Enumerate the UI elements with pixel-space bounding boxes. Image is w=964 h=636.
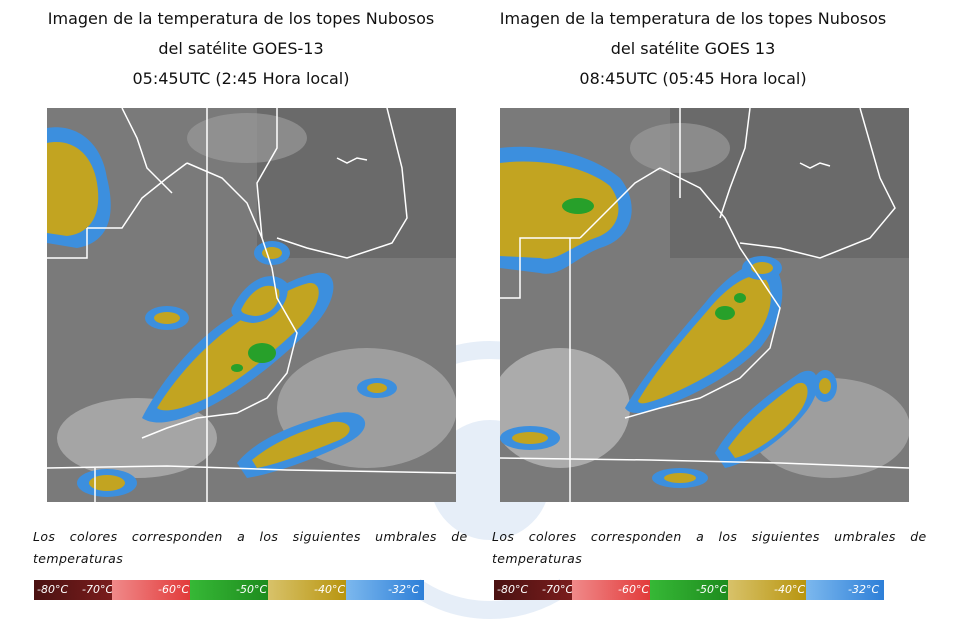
cloud-yellow [154, 312, 180, 324]
panel-title: Imagen de la temperatura de los topes Nu… [452, 4, 934, 94]
panel-0845: Imagen de la temperatura de los topes Nu… [452, 0, 934, 636]
panel-title: Imagen de la temperatura de los topes Nu… [0, 4, 482, 94]
cloud-yellow [512, 432, 548, 444]
scale-label: -40°C [774, 583, 806, 596]
scale-label: -60°C [158, 583, 190, 596]
cloud-green [715, 306, 735, 320]
cloud-yellow [262, 247, 282, 259]
title-line-1: Imagen de la temperatura de los topes Nu… [499, 9, 887, 28]
color-caption: Los colores corresponden a los siguiente… [33, 529, 468, 566]
scale-label: -32°C [848, 583, 880, 596]
temperature-scale: -80°C -70°C -60°C -50°C -40°C -32°C [34, 580, 424, 600]
scale-label: -70°C [82, 583, 114, 596]
temperature-scale: -80°C -70°C -60°C -50°C -40°C -32°C [494, 580, 884, 600]
scale-label: -80°C [497, 583, 529, 596]
title-line-1: Imagen de la temperatura de los topes Nu… [47, 9, 435, 28]
satellite-image [47, 108, 456, 502]
title-line-3: 05:45UTC (2:45 Hora local) [132, 69, 350, 88]
title-line-3: 08:45UTC (05:45 Hora local) [579, 69, 807, 88]
scale-segment: -60°C [572, 580, 650, 600]
cloud-yellow [664, 473, 696, 483]
scale-segment: -60°C [112, 580, 190, 600]
scale-label: -50°C [696, 583, 728, 596]
cloud-yellow [241, 285, 280, 316]
color-caption: Los colores corresponden a los siguiente… [492, 529, 927, 566]
cloud-yellow [89, 475, 125, 491]
scale-label: -40°C [314, 583, 346, 596]
cloud-yellow [47, 142, 99, 236]
scale-segment: -50°C [650, 580, 728, 600]
scale-label: -60°C [618, 583, 650, 596]
panel-0605: Imagen de la temperatura de los topes Nu… [0, 4, 482, 600]
scale-label: -32°C [388, 583, 420, 596]
cloud-yellow [367, 383, 387, 393]
cloud-yellow [157, 282, 319, 411]
political-borders [500, 108, 909, 502]
political-borders [47, 108, 456, 502]
scale-label: -50°C [236, 583, 268, 596]
satellite-image [500, 108, 909, 502]
light-cloud [187, 113, 307, 163]
cloud-yellow [751, 262, 773, 274]
scale-segment: -32°C [806, 580, 884, 600]
cloud-green [562, 198, 594, 214]
title-line-2: del satélite GOES-13 [158, 39, 324, 58]
cloud-green [248, 343, 276, 363]
scale-segment: -40°C [728, 580, 806, 600]
scale-segment: -50°C [190, 580, 268, 600]
scale-label: -70°C [542, 583, 574, 596]
cloud-yellow [728, 382, 808, 458]
cloud-yellow [638, 275, 771, 404]
scale-segment: -40°C [268, 580, 346, 600]
cloud-yellow [252, 421, 350, 468]
cloud-yellow [500, 161, 619, 259]
title-line-2: del satélite GOES 13 [610, 39, 776, 58]
scale-segment: -32°C [346, 580, 424, 600]
scale-segment: -80°C -70°C [494, 580, 574, 600]
cloud-yellow [819, 378, 831, 394]
cloud-green [734, 293, 746, 303]
cloud-green [231, 364, 243, 372]
scale-label: -80°C [37, 583, 69, 596]
scale-segment: -80°C -70°C [34, 580, 114, 600]
